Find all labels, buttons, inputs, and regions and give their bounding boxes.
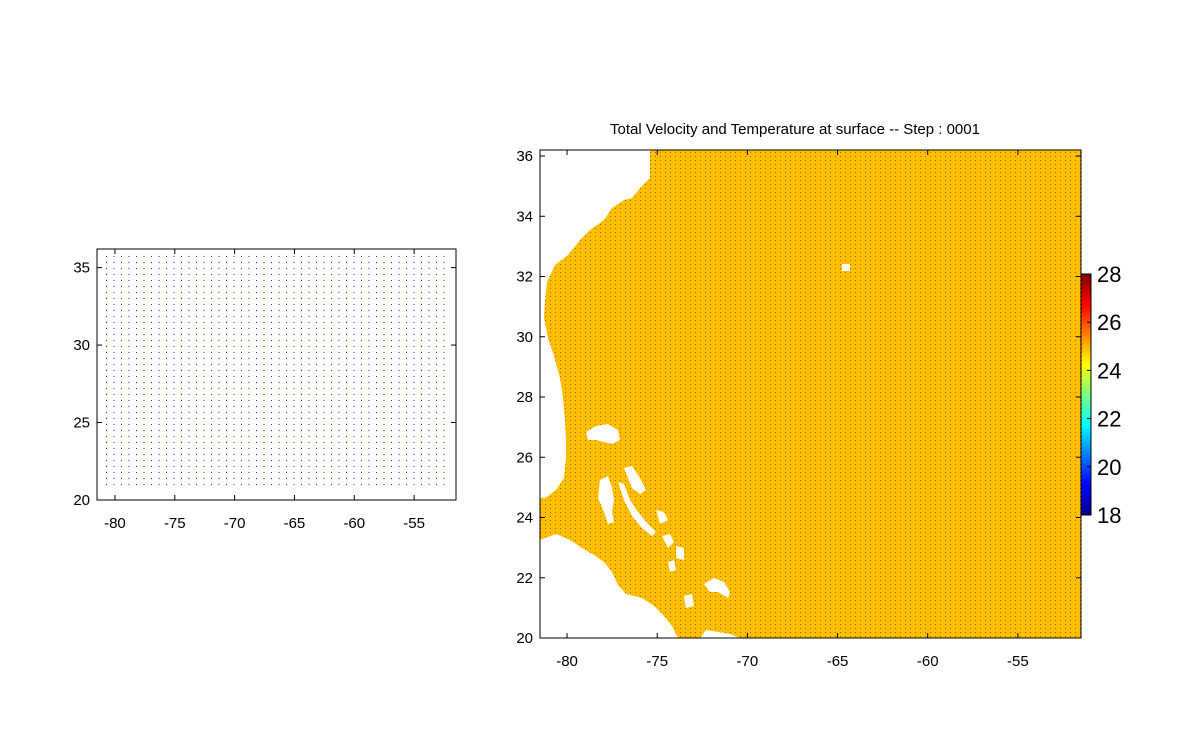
- colorbar: 18 20 22 24 26 28: [1080, 262, 1121, 528]
- right-x-tick-label: -70: [737, 653, 759, 670]
- right-x-tick-label: -60: [917, 653, 939, 670]
- right-temperature-panel: -80 -75 -70 -65 -60 -55 20 22 24 26 28 30 32 34 36: [516, 148, 1082, 670]
- land-bahamas-4: [618, 482, 656, 536]
- left-quiver-panel: -80 -75 -70 -65 -60 -55 20 25 30 35: [73, 248, 457, 532]
- land-turks: [704, 578, 730, 598]
- land-bahamas-6: [662, 534, 674, 548]
- colorbar-tick-label: 18: [1097, 503, 1121, 528]
- land-bahamas-7: [676, 546, 684, 560]
- right-y-tick-label: 28: [516, 389, 533, 406]
- left-x-tick-label: -75: [164, 515, 186, 532]
- colorbar-gradient: [1080, 273, 1092, 516]
- colorbar-tick-label: 20: [1097, 455, 1121, 480]
- right-y-tick-label: 24: [516, 510, 533, 527]
- left-x-tick-group: -80 -75 -70 -65 -60 -55: [104, 249, 425, 532]
- land-bahamas-1: [586, 424, 620, 444]
- land-hispaniola: [700, 630, 740, 638]
- right-x-tick-label: -80: [556, 653, 578, 670]
- left-y-tick-label: 35: [73, 260, 90, 277]
- right-y-tick-label: 34: [516, 208, 533, 225]
- land-us-coast: [540, 150, 650, 498]
- colorbar-tick-label: 24: [1097, 358, 1121, 383]
- left-quiver-field: [104, 254, 450, 490]
- colorbar-tick-group: 18 20 22 24 26 28: [1087, 262, 1121, 528]
- land-cuba: [540, 534, 678, 638]
- right-x-tick-label: -65: [827, 653, 849, 670]
- left-x-tick-label: -60: [343, 515, 365, 532]
- left-x-tick-label: -70: [224, 515, 246, 532]
- colorbar-tick-label: 26: [1097, 310, 1121, 335]
- right-y-tick-label: 22: [516, 570, 533, 587]
- right-y-tick-label: 30: [516, 329, 533, 346]
- right-y-tick-label: 32: [516, 269, 533, 286]
- left-axes-box: [96, 248, 457, 501]
- left-y-tick-label: 20: [73, 492, 90, 509]
- colorbar-tick-label: 28: [1097, 262, 1121, 287]
- colorbar-tick-label: 22: [1097, 407, 1121, 432]
- land-bahamas-2: [598, 476, 614, 524]
- left-y-tick-label: 30: [73, 337, 90, 354]
- land-bahamas-8: [668, 560, 676, 572]
- right-x-tick-group: -80 -75 -70 -65 -60 -55: [556, 150, 1029, 670]
- right-chart-title: Total Velocity and Temperature at surfac…: [610, 121, 980, 138]
- right-y-tick-label: 20: [516, 630, 533, 647]
- land-inagua: [684, 594, 694, 608]
- land-bahamas-3: [624, 466, 646, 494]
- right-y-tick-label: 36: [516, 148, 533, 165]
- velocity-dots-field: [540, 150, 1081, 638]
- left-x-tick-label: -65: [284, 515, 306, 532]
- right-y-tick-label: 26: [516, 449, 533, 466]
- left-y-tick-group: 20 25 30 35: [73, 260, 456, 509]
- land-bahamas-5: [656, 510, 668, 524]
- left-y-tick-label: 25: [73, 415, 90, 432]
- left-x-tick-label: -80: [104, 515, 126, 532]
- left-x-tick-label: -55: [403, 515, 425, 532]
- right-y-tick-group: 20 22 24 26 28 30 32 34 36: [516, 148, 1081, 647]
- right-x-tick-label: -55: [1007, 653, 1029, 670]
- right-x-tick-label: -75: [646, 653, 668, 670]
- land-bermuda: [842, 264, 850, 271]
